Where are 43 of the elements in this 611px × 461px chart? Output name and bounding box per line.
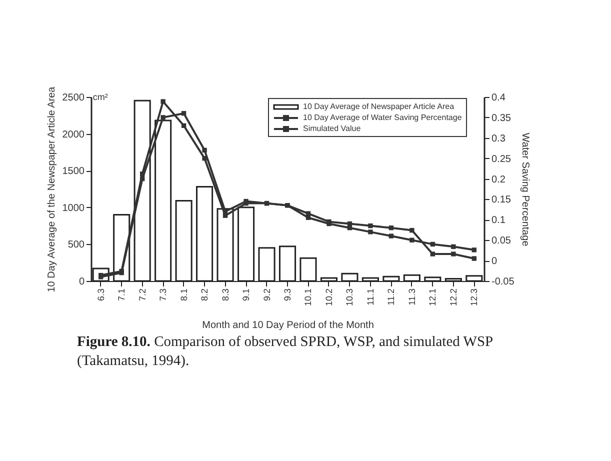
y-tick-label: 500 (68, 240, 85, 251)
y-tick-label: 2000 (62, 129, 85, 140)
y2-tick-label: 0.1 (492, 215, 506, 226)
y2-tick-label: -0.05 (492, 276, 515, 288)
x-axis-title: Month and 10 Day Period of the Month (202, 320, 374, 332)
x-tick-label: 10.2 (324, 288, 334, 306)
legend-label: 10 Day Average of Newspaper Article Area (303, 101, 454, 112)
y-tick-label: 1500 (62, 166, 85, 178)
legend-label: Simulated Value (303, 123, 361, 134)
y-tick-label: 1000 (62, 202, 85, 214)
x-tick-label: 10.3 (344, 288, 355, 306)
caption: Figure 8.10. Comparison of observed SPRD, WSP, and simulated WSP (Takamatsu, 1994). (77, 333, 494, 371)
x-tick-label: 9.3 (282, 288, 292, 302)
y2-tick-label: 0.15 (492, 194, 512, 206)
x-tick-label: 11.3 (406, 288, 417, 306)
x-tick-label: 12.1 (428, 288, 438, 306)
x-tick-label: 9.2 (262, 288, 272, 302)
x-tick-label: 8.2 (200, 288, 210, 302)
annotation: cm² (92, 92, 108, 102)
x-tick-label: 9.1 (241, 288, 252, 302)
x-tick-label: 7.2 (137, 288, 148, 302)
x-tick-label: 6.3 (96, 288, 106, 302)
x-tick-label: 10.1 (303, 288, 314, 306)
y2-tick-label: 0.4 (492, 92, 506, 104)
y2-tick-label: 0.2 (492, 174, 506, 186)
x-tick-label: 8.1 (178, 288, 189, 302)
y-axis-title: 10 Day Average of the Newspaper Article Area (46, 86, 58, 292)
x-tick-label: 12.2 (448, 288, 458, 306)
x-tick-label: 12.3 (469, 288, 480, 306)
y2-axis-title: Water Saving Percentage (519, 132, 530, 247)
y2-tick-label: 0.35 (492, 112, 512, 124)
y2-tick-label: 0 (492, 256, 498, 268)
x-tick-label: 11.1 (365, 288, 376, 306)
x-tick-label: 8.3 (220, 288, 230, 302)
y-tick-label: 0 (78, 276, 85, 288)
y2-tick-label: 0.3 (492, 133, 506, 144)
y-tick-label: 2500 (62, 92, 85, 104)
legend-label: 10 Day Average of Water Saving Percentage (303, 112, 462, 123)
x-tick-label: 7.3 (158, 288, 168, 302)
y2-tick-label: 0.25 (492, 154, 512, 165)
y2-tick-label: 0.05 (492, 236, 512, 247)
x-tick-label: 7.1 (116, 288, 127, 302)
x-tick-label: 11.2 (386, 288, 396, 306)
